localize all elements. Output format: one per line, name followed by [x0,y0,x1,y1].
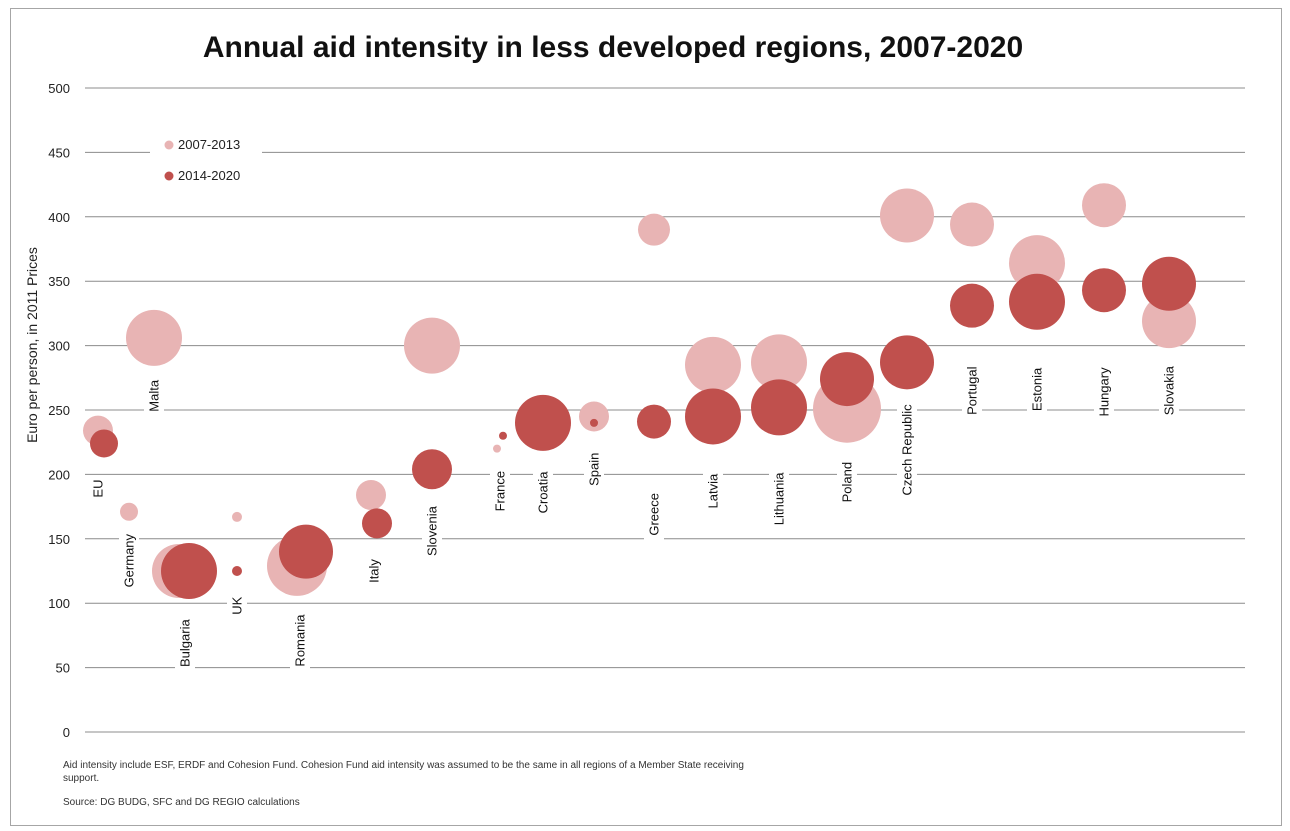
category-label-background [533,462,553,523]
bubble-lithuania-2014-2020 [751,379,807,436]
category-label-background [703,464,723,518]
legend: 2007-2013 2014-2020 [150,132,262,190]
y-axis-ticks: 0 50 100 150 200 250 300 350 400 450 500 [48,81,70,740]
y-tick-label: 100 [48,596,70,611]
source-note: Source: DG BUDG, SFC and DG REGIO calcul… [63,797,300,808]
bubble-portugal-2014-2020 [950,283,994,328]
category-label-poland: Poland [840,462,855,502]
y-tick-label: 450 [48,145,70,160]
legend-marker-2007-2013 [164,140,174,150]
category-label-bulgaria: Bulgaria [178,619,193,667]
category-label-background [290,610,310,671]
grid-lines [85,87,1245,733]
bubble-estonia-2014-2020 [1009,273,1065,330]
category-label-croatia: Croatia [536,471,551,514]
y-tick-label: 150 [48,532,70,547]
bubble-latvia-2014-2020 [685,388,741,445]
category-label-italy: Italy [367,559,382,583]
category-label-estonia: Estonia [1030,367,1045,411]
bubble-slovenia-2007-2013 [404,317,460,374]
category-label-portugal: Portugal [965,366,980,415]
bubble-bulgaria-2014-2020 [161,543,217,599]
category-label-lithuania: Lithuania [772,472,787,526]
y-tick-label: 300 [48,339,70,354]
bubble-eu-2014-2020 [90,429,118,458]
category-label-slovakia: Slovakia [1162,365,1177,415]
bubble-spain-2014-2020 [590,418,598,427]
bubble-latvia-2007-2013 [685,336,741,393]
bubble-hungary-2007-2013 [1082,183,1126,228]
footnote-line-1: Aid intensity include ESF, ERDF and Cohe… [63,760,744,771]
bubble-france-2014-2020 [499,431,507,440]
bubble-croatia-2014-2020 [515,394,571,451]
bubble-czech-republic-2007-2013 [880,188,934,243]
bubble-estonia-2007-2013 [1009,235,1065,292]
y-tick-label: 50 [56,661,70,676]
legend-label-2014-2020: 2014-2020 [178,168,240,183]
category-label-france: France [493,471,508,511]
bubble-greece-2007-2013 [638,213,670,246]
category-label-background [837,455,857,509]
category-label-background [897,394,917,506]
bubble-czech-republic-2014-2020 [880,335,934,390]
category-label-background [644,487,664,541]
y-tick-label: 350 [48,274,70,289]
category-label-background [490,464,510,518]
bubble-italy-2014-2020 [362,508,392,539]
category-label-background [962,356,982,425]
bubble-portugal-2007-2013 [950,202,994,247]
bubble-lithuania-2007-2013 [751,334,807,391]
category-label-germany: Germany [122,533,137,587]
bubble-france-2007-2013 [493,444,501,453]
legend-marker-2014-2020 [164,171,174,181]
category-label-spain: Spain [587,453,602,486]
category-label-background [584,446,604,493]
category-labels: EU Malta Germany Bulgaria UK Romania Italy Slov… [88,356,1179,677]
y-tick-label: 250 [48,403,70,418]
footnote-line-2: support. [63,773,100,784]
category-label-background [144,372,164,419]
bubble-malta-2007-2013 [126,309,182,366]
chart-title: Annual aid intensity in less developed r… [203,31,1023,64]
bubbles [83,183,1196,599]
bubble-romania-2014-2020 [279,524,333,579]
category-label-slovenia: Slovenia [425,505,440,556]
legend-label-2007-2013: 2007-2013 [178,137,240,152]
bubble-poland-2014-2020 [820,352,874,407]
bubble-slovakia-2007-2013 [1142,294,1196,349]
category-label-greece: Greece [647,493,662,536]
y-tick-label: 200 [48,467,70,482]
category-label-background [1094,361,1114,423]
category-label-background [769,461,789,537]
category-label-background [422,497,442,565]
category-label-background [119,530,139,591]
category-label-background [175,609,195,677]
y-tick-label: 400 [48,210,70,225]
bubble-uk-2014-2020 [232,566,242,576]
y-axis-label: Euro per person, in 2011 Prices [24,247,40,443]
y-tick-label: 0 [63,725,70,740]
category-label-background [364,548,384,594]
bubble-slovakia-2014-2020 [1142,256,1196,311]
bubble-greece-2014-2020 [637,404,671,439]
bubble-slovenia-2014-2020 [412,449,452,490]
category-label-czech-republic: Czech Republic [900,404,915,496]
category-label-background [227,593,247,618]
category-label-eu: EU [91,480,106,498]
category-label-background [88,476,108,501]
bubble-hungary-2014-2020 [1082,268,1126,313]
category-label-romania: Romania [293,614,308,667]
bubble-italy-2007-2013 [356,480,386,511]
category-label-background [1159,356,1179,425]
category-label-uk: UK [230,596,245,614]
bubble-spain-2007-2013 [579,401,609,432]
category-label-malta: Malta [147,379,162,412]
category-label-latvia: Latvia [706,473,721,508]
bubble-germany-2007-2013 [120,502,138,521]
bubble-uk-2007-2013 [232,511,242,522]
y-tick-label: 500 [48,81,70,96]
category-label-hungary: Hungary [1097,367,1112,417]
category-label-background [1027,359,1047,420]
